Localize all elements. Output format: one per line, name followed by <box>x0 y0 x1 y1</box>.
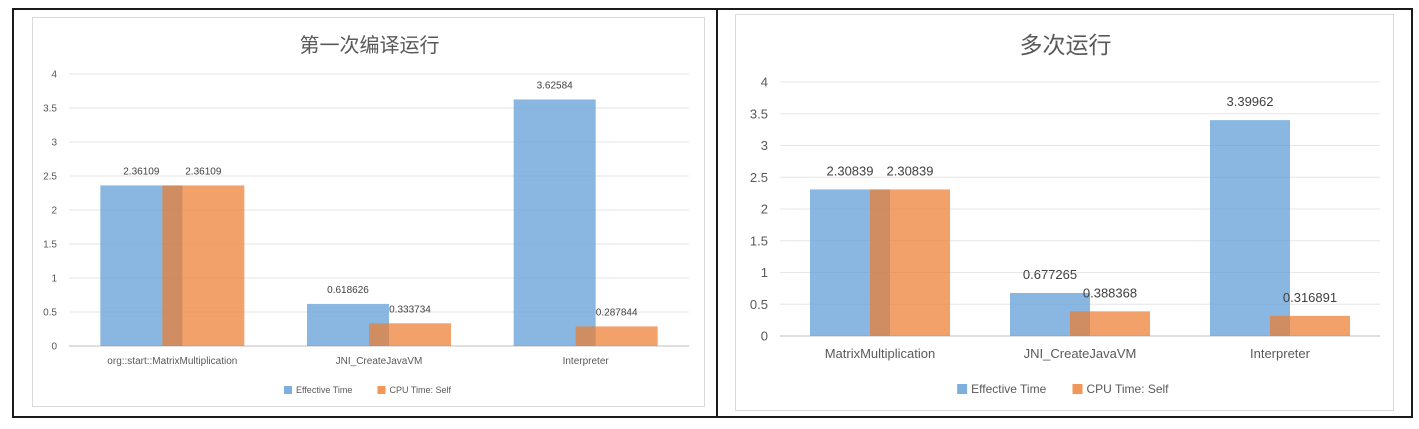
chart-title: 第一次编译运行 <box>300 33 440 57</box>
data-label-effective-time: 0.618626 <box>327 285 369 296</box>
x-category-label: JNI_CreateJavaVM <box>1024 346 1137 361</box>
bar-cpu-time-self <box>1270 315 1350 336</box>
bar-cpu-time-self <box>575 326 658 346</box>
chart-panel-multiple-runs: 多次运行 0 0.5 1 1.5 2 2.5 3 3.5 4 2.30839 2.30839 Matri… <box>735 14 1394 411</box>
y-tick-label: 3.5 <box>43 104 57 115</box>
y-tick-label: 4 <box>51 70 57 81</box>
y-tick-label: 2 <box>51 206 57 217</box>
legend-swatch-effective-time <box>957 384 968 394</box>
bar-effective-time <box>1210 120 1290 336</box>
chart-panel-first-run: 第一次编译运行 0 0.5 1 1.5 2 2.5 3 3.5 4 2.36109 2.36109 or… <box>32 17 705 407</box>
data-label-effective-time: 2.36109 <box>123 166 160 177</box>
y-tick-label: 0.5 <box>750 297 768 312</box>
legend-swatch-cpu-time-self <box>1072 384 1083 394</box>
y-tick-label: 2.5 <box>750 170 768 185</box>
legend-swatch-effective-time <box>283 386 292 394</box>
y-tick-label: 0 <box>51 342 57 353</box>
frame-divider <box>716 8 718 418</box>
bar-cpu-time-self <box>162 185 245 346</box>
chart-first-run: 第一次编译运行 0 0.5 1 1.5 2 2.5 3 3.5 4 2.36109 2.36109 or… <box>43 33 689 395</box>
data-label-cpu-time-self: 0.316891 <box>1283 290 1337 305</box>
data-label-cpu-time-self: 0.287844 <box>596 307 638 318</box>
y-tick-label: 2 <box>761 202 768 217</box>
chart-multiple-runs: 多次运行 0 0.5 1 1.5 2 2.5 3 3.5 4 2.30839 2.30839 Matri… <box>750 33 1380 396</box>
legend-label-effective-time: Effective Time <box>971 382 1046 396</box>
data-label-effective-time: 3.39962 <box>1227 94 1274 109</box>
chart-title: 多次运行 <box>1020 33 1112 59</box>
y-tick-label: 0 <box>761 329 768 344</box>
bar-cpu-time-self <box>1070 311 1150 336</box>
y-tick-label: 3 <box>51 138 57 149</box>
x-category-label: JNI_CreateJavaVM <box>336 356 423 367</box>
x-category-label: MatrixMultiplication <box>825 346 936 361</box>
bar-cpu-time-self <box>870 189 950 336</box>
screenshot-frame <box>12 8 1413 418</box>
x-category-label: org::start::MatrixMultiplication <box>107 356 237 367</box>
legend-label-cpu-time-self: CPU Time: Self <box>1087 382 1170 396</box>
data-label-cpu-time-self: 2.30839 <box>887 163 934 178</box>
x-category-label: Interpreter <box>1250 346 1311 361</box>
data-label-effective-time: 2.30839 <box>827 163 874 178</box>
bar-cpu-time-self <box>369 323 451 346</box>
y-tick-label: 4 <box>761 75 768 90</box>
data-label-cpu-time-self: 0.333734 <box>389 304 431 315</box>
y-tick-label: 1.5 <box>43 240 57 251</box>
y-tick-label: 0.5 <box>43 308 57 319</box>
data-label-cpu-time-self: 0.388368 <box>1083 285 1137 300</box>
legend-label-effective-time: Effective Time <box>296 385 352 395</box>
data-label-effective-time: 3.62584 <box>537 80 574 91</box>
y-tick-label: 1.5 <box>750 233 768 248</box>
data-label-effective-time: 0.677265 <box>1023 267 1077 282</box>
y-tick-label: 1 <box>761 265 768 280</box>
y-tick-label: 3.5 <box>750 106 768 121</box>
bar-effective-time <box>513 99 596 347</box>
y-tick-label: 2.5 <box>43 172 57 183</box>
y-tick-label: 3 <box>761 138 768 153</box>
legend-label-cpu-time-self: CPU Time: Self <box>390 385 452 395</box>
data-label-cpu-time-self: 2.36109 <box>185 166 222 177</box>
y-tick-label: 1 <box>51 274 57 285</box>
legend-swatch-cpu-time-self <box>377 386 386 394</box>
x-category-label: Interpreter <box>563 356 610 367</box>
